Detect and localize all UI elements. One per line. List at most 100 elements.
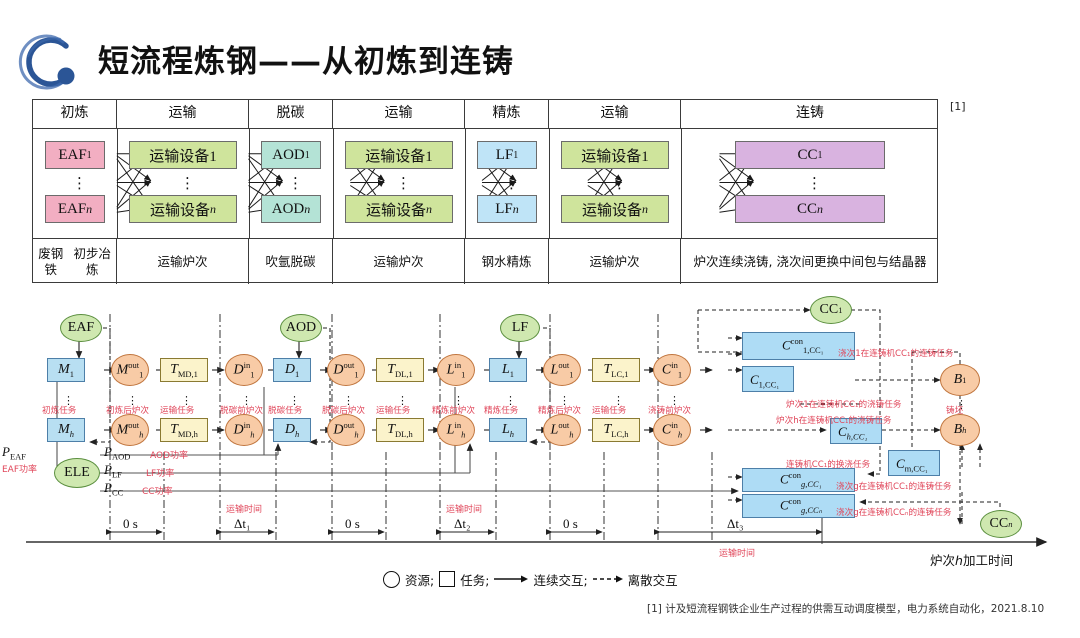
time-segment-value-3: Δt₂ bbox=[454, 516, 471, 531]
resource-aod[interactable]: AOD bbox=[280, 314, 322, 342]
equipment-ellipsis-4: ⋮ bbox=[504, 174, 520, 192]
stage-header-6: 连铸 bbox=[796, 105, 824, 122]
row1-node-0[interactable]: M1 bbox=[47, 358, 85, 382]
chain-label-5: 脱碳后炉次 bbox=[322, 406, 365, 416]
time-segment-value-5: Δt₃ bbox=[727, 516, 744, 531]
rowh-node-2[interactable]: TMD,h bbox=[160, 418, 208, 442]
row1-node-9[interactable]: Lout1 bbox=[543, 354, 581, 386]
chain-label-3: 脱碳前炉次 bbox=[220, 406, 263, 416]
stage-header-4: 精炼 bbox=[465, 100, 549, 128]
row1-node-7[interactable]: Lin1 bbox=[437, 354, 475, 386]
rowh-node-1[interactable]: Mouth bbox=[111, 414, 149, 446]
stage-header-0: 初炼 bbox=[33, 100, 117, 128]
equipment-box-6-first[interactable]: CC 1 bbox=[735, 141, 885, 169]
time-segment-value-4: 0 s bbox=[563, 516, 578, 531]
table-column-divider-4 bbox=[549, 129, 550, 238]
rowh-node-3[interactable]: Dinh bbox=[225, 414, 263, 446]
equipment-box-3-first[interactable]: 运输设备1 bbox=[345, 141, 453, 169]
stage-header-2: 脱碳 bbox=[249, 100, 333, 128]
legend-task-label: 任务; bbox=[460, 572, 490, 588]
table-column-divider-0 bbox=[117, 129, 118, 238]
chain-label-9: 精炼后炉次 bbox=[538, 406, 581, 416]
table-header-row: 初炼 运输 脱碳 运输 精炼 运输 连铸 bbox=[33, 100, 937, 129]
stage-header-5: 运输 bbox=[549, 100, 681, 128]
row1-node-3[interactable]: Din1 bbox=[225, 354, 263, 386]
rowh-node-11[interactable]: Cinh bbox=[653, 414, 691, 446]
chain-label-7: 精炼前炉次 bbox=[432, 406, 475, 416]
row1-node-5[interactable]: Dout1 bbox=[327, 354, 365, 386]
row1-node-2[interactable]: TMD,1 bbox=[160, 358, 208, 382]
chain-ellipsis-7: ⋮ bbox=[453, 394, 464, 407]
diagram-connectors bbox=[26, 307, 1048, 547]
row1-node-8[interactable]: L1 bbox=[489, 358, 527, 382]
legend-resource-icon bbox=[383, 570, 400, 588]
row1-node-4[interactable]: D1 bbox=[273, 358, 311, 382]
cast-box-cgcc1[interactable] bbox=[742, 468, 855, 492]
chain-ellipsis-1: ⋮ bbox=[127, 394, 138, 407]
resource-ccn[interactable]: CC n bbox=[980, 510, 1022, 538]
process-table: 初炼 运输 脱碳 运输 精炼 运输 连铸 bbox=[32, 99, 938, 284]
slide-header: 短流程炼钢——从初炼到连铸 bbox=[0, 24, 1080, 94]
equipment-ellipsis-3: ⋮ bbox=[396, 174, 412, 192]
resource-eaf[interactable]: EAF bbox=[60, 314, 102, 342]
resource-ele[interactable]: ELE bbox=[54, 458, 100, 488]
cast-label-ch: Ch,CC₁ bbox=[838, 424, 868, 442]
rowh-node-8[interactable]: Lh bbox=[489, 418, 527, 442]
chain-ellipsis-5: ⋮ bbox=[343, 394, 354, 407]
equipment-ellipsis-0: ⋮ bbox=[72, 174, 88, 192]
equipment-box-0-last[interactable]: EAF n bbox=[45, 195, 105, 223]
rowh-node-10[interactable]: TLC,h bbox=[592, 418, 640, 442]
equipment-box-1-first[interactable]: 运输设备1 bbox=[129, 141, 237, 169]
chain-ellipsis-11: ⋮ bbox=[669, 394, 680, 407]
equipment-box-5-last[interactable]: 运输设备 n bbox=[561, 195, 669, 223]
time-segment-annot-3: 运输时间 bbox=[446, 505, 483, 515]
cast-box-c1con[interactable] bbox=[742, 332, 855, 360]
rowh-node-6[interactable]: TDL,h bbox=[376, 418, 424, 442]
chain-ellipsis-2: ⋮ bbox=[181, 394, 192, 407]
cast-box-c1[interactable] bbox=[742, 366, 794, 392]
equipment-box-3-last[interactable]: 运输设备 n bbox=[345, 195, 453, 223]
chain-label-8: 精炼任务 bbox=[484, 406, 519, 416]
power-annot-3: CC功率 bbox=[142, 487, 173, 497]
equipment-box-4-first[interactable]: LF 1 bbox=[477, 141, 537, 169]
time-segment-annot-5: 运输时间 bbox=[719, 549, 756, 559]
row1-node-1[interactable]: Mout1 bbox=[111, 354, 149, 386]
resource-cc1[interactable]: CC 1 bbox=[810, 296, 852, 324]
rowh-node-9[interactable]: Louth bbox=[543, 414, 581, 446]
billet-label: 铸坯 bbox=[946, 406, 964, 416]
row1-node-6[interactable]: TDL,1 bbox=[376, 358, 424, 382]
cast-label-cm: Cm,CC₁ bbox=[896, 456, 928, 474]
chain-ellipsis-3: ⋮ bbox=[241, 394, 252, 407]
cast-box-cm[interactable] bbox=[888, 450, 940, 476]
cast-box-ch[interactable] bbox=[830, 418, 882, 444]
equipment-box-0-first[interactable]: EAF 1 bbox=[45, 141, 105, 169]
cast-label-cgcc1: Ccong,CC₁ bbox=[780, 470, 822, 489]
rowh-node-5[interactable]: Douth bbox=[327, 414, 365, 446]
row1-node-11[interactable]: Cin1 bbox=[653, 354, 691, 386]
equipment-box-2-last[interactable]: AOD n bbox=[261, 195, 321, 223]
power-symbol-1: PAOD bbox=[104, 444, 131, 462]
company-logo-icon bbox=[18, 34, 75, 90]
rowh-node-7[interactable]: Linh bbox=[437, 414, 475, 446]
cast-annot-cgccn: 浇次g在连铸机CCₙ的连铸任务 bbox=[836, 508, 952, 518]
cast-box-cgccn[interactable] bbox=[742, 494, 855, 518]
equipment-box-4-last[interactable]: LF n bbox=[477, 195, 537, 223]
rowh-node-0[interactable]: Mh bbox=[47, 418, 85, 442]
rowh-node-4[interactable]: Dh bbox=[273, 418, 311, 442]
legend-task-icon bbox=[439, 571, 456, 587]
stage-header-1: 运输 bbox=[117, 100, 249, 128]
equipment-box-1-last[interactable]: 运输设备 n bbox=[129, 195, 237, 223]
equipment-box-2-first[interactable]: AOD 1 bbox=[261, 141, 321, 169]
chain-label-6: 运输任务 bbox=[376, 406, 411, 416]
power-annot-0: EAF功率 bbox=[2, 465, 38, 475]
time-segment-value-2: 0 s bbox=[345, 516, 360, 531]
resource-lf[interactable]: LF bbox=[500, 314, 540, 342]
chain-label-4: 脱碳任务 bbox=[268, 406, 303, 416]
equipment-ellipsis-2: ⋮ bbox=[288, 174, 304, 192]
equipment-box-5-first[interactable]: 运输设备1 bbox=[561, 141, 669, 169]
row1-node-10[interactable]: TLC,1 bbox=[592, 358, 640, 382]
equipment-box-6-last[interactable]: CC n bbox=[735, 195, 885, 223]
